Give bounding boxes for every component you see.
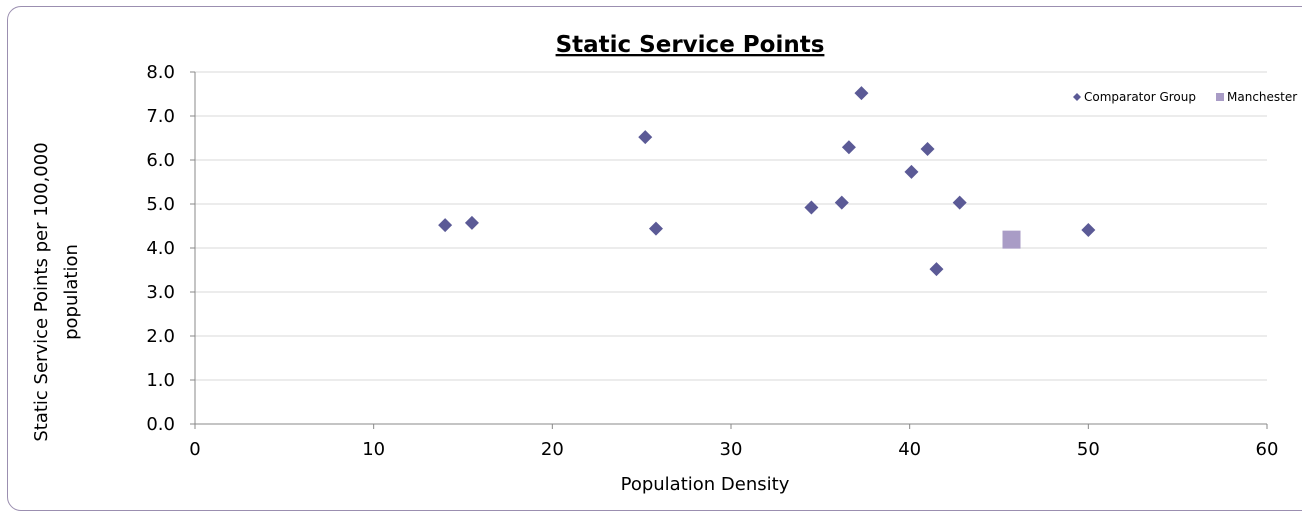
- axes: [194, 72, 1268, 429]
- data-point-comparator-group: [648, 221, 663, 236]
- y-tick-label: 1.0: [146, 370, 175, 391]
- data-point-comparator-group: [952, 195, 967, 210]
- y-tick-label: 6.0: [146, 150, 175, 171]
- x-tick-label: 60: [1256, 439, 1279, 460]
- chart-title: Static Service Points: [556, 32, 825, 58]
- gridlines: [190, 71, 1267, 425]
- data-point-comparator-group: [1081, 222, 1096, 237]
- legend-label: Manchester: [1227, 90, 1297, 104]
- y-axis-title: Static Service Points per 100,000 popula…: [31, 142, 82, 441]
- y-axis-title-line-2: population: [61, 244, 82, 340]
- x-tick-label: 0: [189, 439, 200, 460]
- y-tick-label: 4.0: [146, 238, 175, 259]
- data-point-comparator-group: [438, 218, 453, 233]
- y-tick-label: 3.0: [146, 282, 175, 303]
- y-tick-label: 0.0: [146, 414, 175, 435]
- x-tick-label: 10: [362, 439, 385, 460]
- data-points: [438, 86, 1096, 277]
- y-tick-label: 2.0: [146, 326, 175, 347]
- x-tick-label: 30: [720, 439, 743, 460]
- data-point-comparator-group: [920, 142, 935, 156]
- y-axis-tick-labels: 0.0 1.0 2.0 3.0 4.0 5.0 6.0 7.0 8.0: [146, 62, 175, 435]
- y-tick-label: 5.0: [146, 194, 175, 215]
- data-point-comparator-group: [854, 86, 869, 101]
- chart-legend: Comparator Group Manchester: [1073, 90, 1297, 104]
- chart-frame: [7, 6, 1302, 511]
- data-point-comparator-group: [464, 215, 479, 230]
- x-tick-label: 40: [898, 439, 921, 460]
- data-point-comparator-group: [929, 262, 944, 277]
- y-tick-label: 7.0: [146, 106, 175, 127]
- data-point-manchester: [1002, 230, 1021, 249]
- legend-label: Comparator Group: [1084, 90, 1196, 104]
- y-tick-label: 8.0: [146, 62, 175, 83]
- x-axis-tick-labels: 0 10 20 30 40 50 60: [189, 439, 1278, 460]
- data-point-comparator-group: [804, 200, 819, 215]
- x-axis-title: Population Density: [621, 474, 790, 495]
- data-point-comparator-group: [834, 195, 849, 210]
- x-tick-label: 50: [1077, 439, 1100, 460]
- legend-marker-manchester: [1216, 93, 1224, 101]
- y-axis-title-line-1: Static Service Points per 100,000: [31, 142, 52, 441]
- x-tick-label: 20: [541, 439, 564, 460]
- legend-marker-comparator-group: [1073, 93, 1081, 101]
- data-point-comparator-group: [841, 140, 856, 155]
- data-point-comparator-group: [904, 164, 919, 179]
- data-point-comparator-group: [638, 130, 653, 145]
